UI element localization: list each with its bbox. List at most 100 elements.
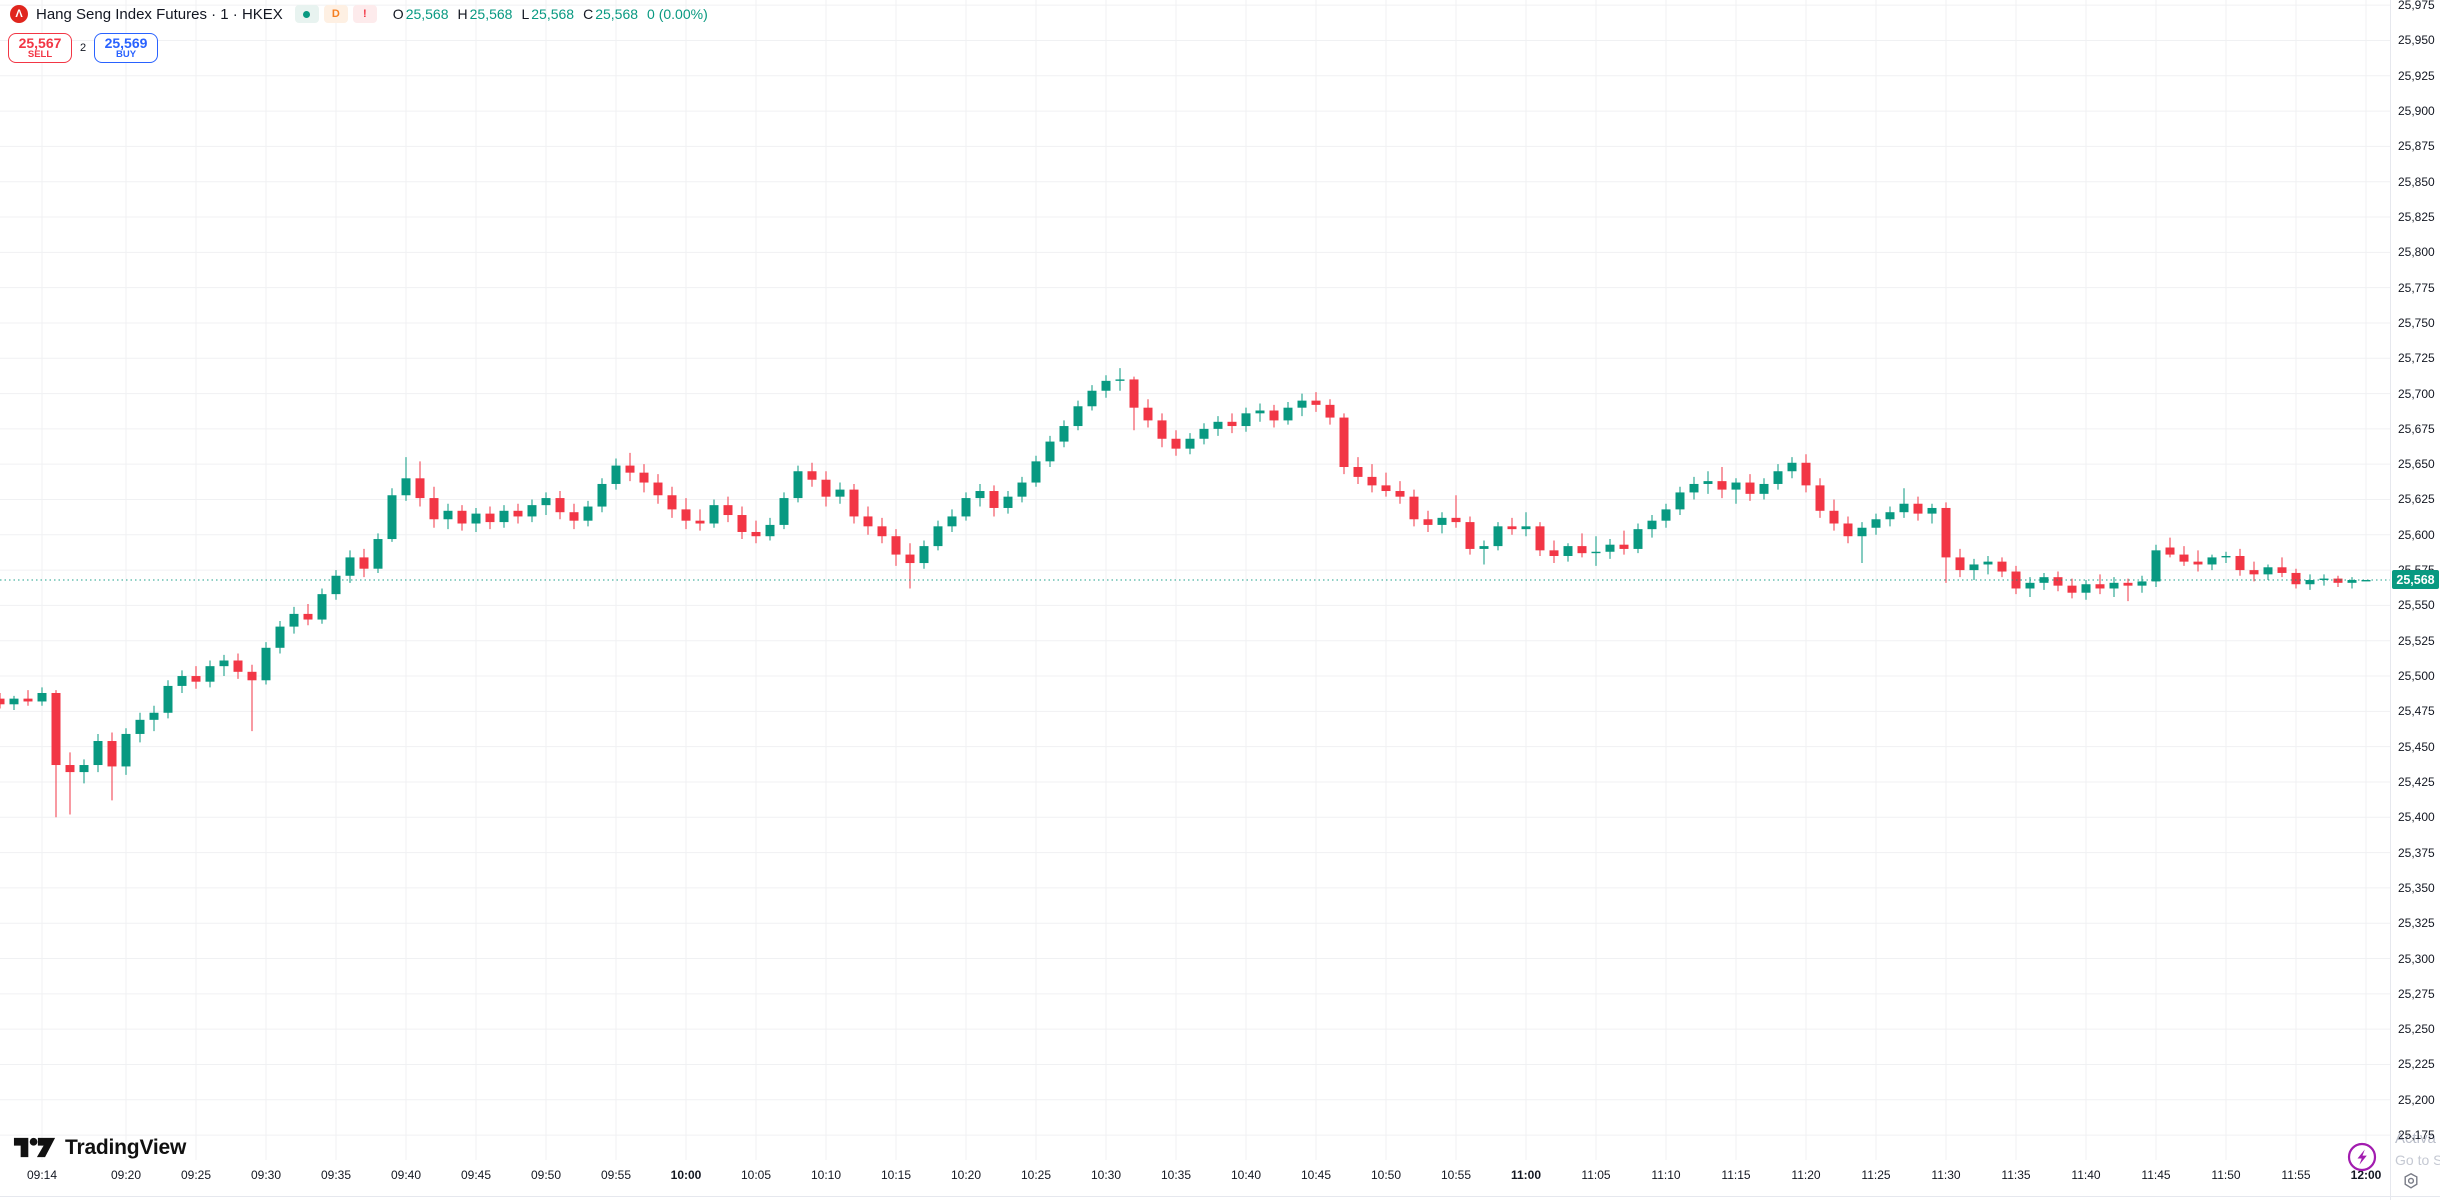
time-axis-label: 10:15 <box>880 1168 912 1182</box>
candle <box>387 488 397 542</box>
candle <box>2291 568 2301 589</box>
time-axis-label: 11:35 <box>2001 1168 2031 1182</box>
candle <box>2137 575 2147 593</box>
candle <box>65 752 75 815</box>
candle <box>793 465 803 503</box>
candle <box>919 540 929 569</box>
time-axis-label: 10:45 <box>1300 1168 1332 1182</box>
candle <box>1171 430 1181 456</box>
candle <box>1745 474 1755 501</box>
time-axis-label: 12:00 <box>2350 1168 2382 1182</box>
candle <box>1535 522 1545 556</box>
time-axis-label: 10:25 <box>1020 1168 1052 1182</box>
time-axis-label: 09:30 <box>250 1168 282 1182</box>
candle <box>247 664 257 732</box>
candle <box>1339 413 1349 475</box>
symbol-title[interactable]: Hang Seng Index Futures · 1 · HKEX <box>36 5 283 23</box>
candle <box>1059 420 1069 448</box>
candle <box>1815 478 1825 518</box>
price-axis-label: 25,775 <box>2398 280 2435 295</box>
candlestick-series <box>0 368 2371 818</box>
price-axis-label: 25,675 <box>2398 421 2435 436</box>
candle <box>989 485 999 517</box>
alert-badge[interactable]: ! <box>352 5 377 23</box>
market-status-badge <box>294 5 319 23</box>
candle <box>1591 536 1601 566</box>
candle <box>1115 368 1125 391</box>
spread-value: 2 <box>79 42 87 54</box>
candle <box>1073 400 1083 431</box>
candle <box>2123 578 2133 602</box>
candle <box>1465 516 1475 555</box>
candle <box>2179 546 2189 566</box>
grid-lines <box>0 0 2390 1160</box>
candle <box>765 517 775 541</box>
candle <box>205 660 215 688</box>
time-axis-label: 10:55 <box>1440 1168 1472 1182</box>
candle <box>275 620 285 654</box>
price-axis-label: 25,875 <box>2398 139 2435 154</box>
close-label: C <box>583 6 594 22</box>
bottom-border <box>0 1196 2440 1197</box>
candle <box>149 705 159 732</box>
candle <box>2277 557 2287 578</box>
interval-badge[interactable]: D <box>323 5 348 23</box>
candle <box>1885 506 1895 527</box>
time-axis-label: 09:55 <box>600 1168 632 1182</box>
candle <box>457 505 467 531</box>
market-open-dot-icon <box>303 10 311 18</box>
buy-price: 25,569 <box>104 34 148 51</box>
candle <box>415 461 425 507</box>
candle <box>891 529 901 566</box>
promo-text-link[interactable]: Go to S <box>2395 1152 2440 1168</box>
candle <box>471 507 481 532</box>
candle <box>1647 515 1657 538</box>
high-value: 25,568 <box>469 6 513 22</box>
sell-button[interactable]: 25,567 SELL <box>8 33 72 63</box>
candle <box>51 690 61 818</box>
time-axis-label: 09:50 <box>530 1168 562 1182</box>
candle <box>1675 486 1685 516</box>
price-axis-label: 25,925 <box>2398 68 2435 83</box>
candle <box>947 509 957 532</box>
candle <box>2067 578 2077 599</box>
candle <box>359 548 369 578</box>
candle <box>1311 392 1321 412</box>
candle <box>289 606 299 634</box>
candle <box>1605 539 1615 559</box>
time-axis-label: 11:40 <box>2071 1168 2101 1182</box>
time-axis-label: 09:35 <box>320 1168 352 1182</box>
candle <box>961 492 971 521</box>
price-axis[interactable]: 25,568 Activa Go to S 25,975 25,950 25,925… <box>2390 0 2440 1200</box>
price-axis-label: 25,650 <box>2398 457 2435 472</box>
candle <box>1367 464 1377 493</box>
time-axis-label: 10:50 <box>1370 1168 1402 1182</box>
candle <box>163 680 173 719</box>
time-axis-label: 11:50 <box>2211 1168 2241 1182</box>
candle <box>681 498 691 530</box>
price-axis-label: 25,625 <box>2398 492 2435 507</box>
time-axis[interactable]: 09:14 09:20 09:25 09:30 09:35 09:40 09:45 09:50… <box>0 1160 2390 1196</box>
candle <box>1913 496 1923 521</box>
candle <box>1409 489 1419 527</box>
axis-settings-gear-icon[interactable] <box>2402 1172 2420 1190</box>
candle <box>1955 548 1965 578</box>
candle <box>1129 376 1139 431</box>
price-axis-label: 25,350 <box>2398 880 2435 895</box>
candle <box>443 503 453 530</box>
candle <box>1395 481 1405 504</box>
time-axis-label: 11:05 <box>1581 1168 1611 1182</box>
buy-button[interactable]: 25,569 BUY <box>94 33 158 63</box>
tradingview-logo[interactable]: TradingView <box>13 1134 186 1161</box>
candle <box>1983 555 1993 575</box>
candle <box>1451 495 1461 528</box>
open-label: O <box>392 6 404 22</box>
price-axis-label: 25,700 <box>2398 386 2435 401</box>
candle <box>2263 564 2273 580</box>
candle <box>1185 433 1195 455</box>
lightning-icon[interactable] <box>2347 1142 2377 1172</box>
sell-price: 25,567 <box>18 34 62 51</box>
candle <box>1297 393 1307 417</box>
